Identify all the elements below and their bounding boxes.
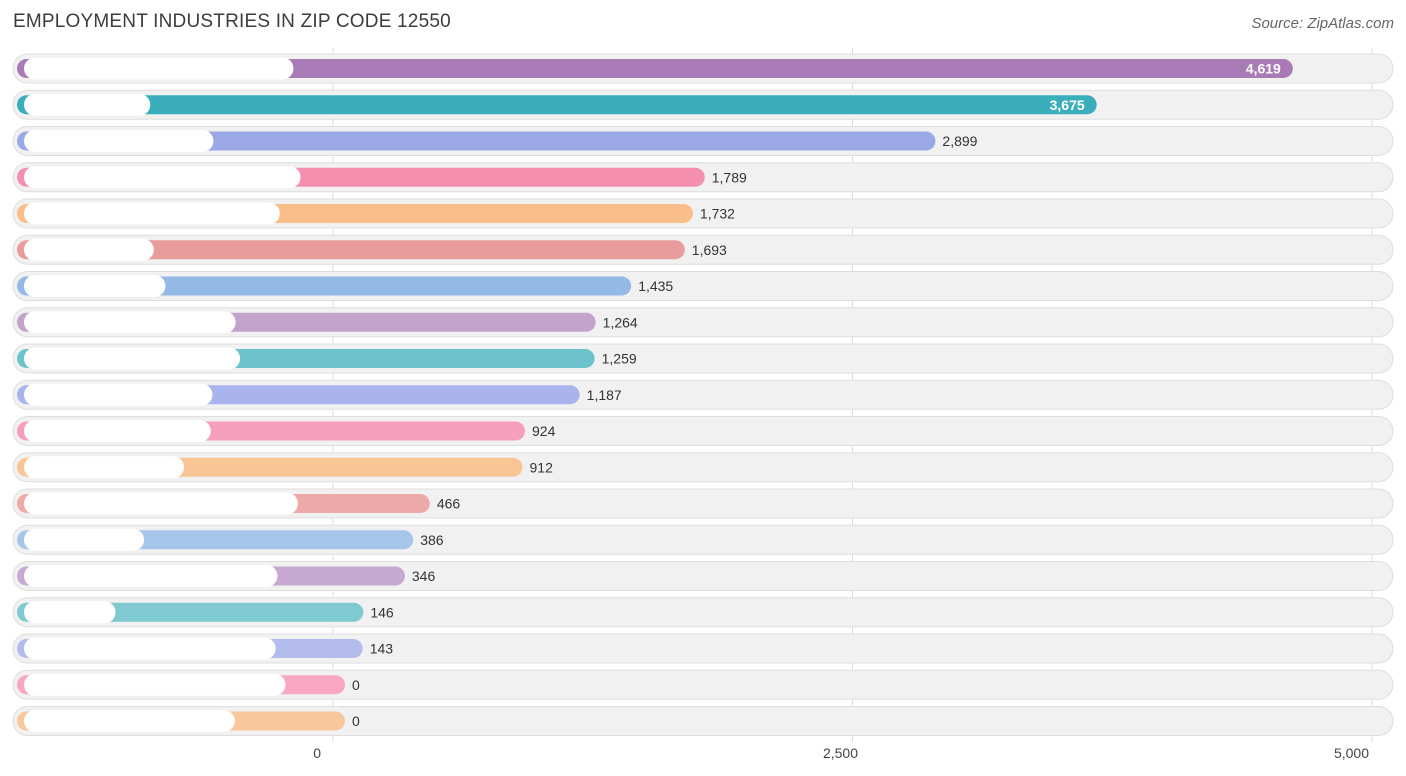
bar-row: Mining, Quarrying, & Extraction0 (12, 669, 1394, 700)
bar-track (12, 669, 1394, 700)
value-label: 912 (530, 459, 554, 475)
bar-row: Enterprise Management0 (12, 706, 1394, 736)
value-label: 466 (437, 496, 461, 512)
category-label-pill (24, 456, 185, 479)
category-label-pill (24, 275, 166, 297)
value-label: 1,435 (638, 278, 673, 294)
category-label-pill (24, 130, 214, 152)
bar-row: Transportation & Warehousing1,732 (12, 198, 1394, 229)
bar (17, 240, 685, 260)
x-axis: 0 2,500 5,000 (313, 745, 1369, 761)
category-label-pill (24, 166, 301, 189)
bar (17, 59, 1293, 78)
bar-row: Educational Services2,899 (12, 126, 1394, 156)
value-label: 924 (532, 423, 556, 439)
value-label: 0 (352, 713, 360, 729)
bar (17, 131, 936, 151)
value-label: 3,675 (1050, 97, 1085, 113)
category-label-pill (24, 528, 145, 551)
x-tick-label: 2,500 (823, 745, 858, 761)
bar-row: Agriculture, Fishing & Hunting143 (12, 633, 1394, 664)
bar-row: Health Care & Social Assistance4,619 (12, 53, 1394, 84)
value-label: 0 (352, 677, 360, 693)
category-label-pill (24, 93, 151, 116)
bar-row: Retail Trade3,675 (12, 89, 1394, 120)
x-tick-label: 5,000 (1334, 745, 1369, 761)
bar-row: Arts, Entertainment & Recreation466 (12, 488, 1394, 519)
bar (17, 276, 632, 296)
value-label: 1,187 (587, 387, 622, 403)
value-label: 386 (420, 532, 444, 548)
category-label-pill (24, 238, 154, 261)
category-label-pill (24, 492, 298, 515)
bar-row: Finance & Insurance924 (12, 416, 1394, 446)
value-label: 143 (370, 641, 394, 657)
category-label-pill (24, 673, 286, 696)
category-label-pill (24, 347, 241, 370)
chart-title: EMPLOYMENT INDUSTRIES IN ZIP CODE 12550 (13, 11, 451, 32)
bar-row: Wholesale Trade912 (12, 452, 1394, 483)
bar-row: Accommodation & Food Services1,789 (12, 162, 1394, 193)
value-label: 4,619 (1246, 61, 1281, 77)
bar-row: Real Estate, Rental & Leasing346 (12, 561, 1394, 591)
bar-row: Administrative & Support1,259 (12, 343, 1394, 374)
bars-layer: Health Care & Social Assistance4,619 Reta… (12, 53, 1394, 736)
value-label: 1,264 (603, 314, 638, 330)
category-label-pill (24, 637, 276, 660)
category-label-pill (24, 420, 211, 442)
value-label: 1,259 (602, 351, 637, 367)
x-tick-label: 0 (313, 745, 321, 761)
category-label-pill (24, 601, 116, 624)
value-label: 1,732 (700, 206, 735, 222)
category-label-pill (24, 57, 294, 80)
value-label: 1,693 (692, 242, 727, 258)
category-label-pill (24, 311, 236, 334)
value-label: 146 (370, 604, 394, 620)
category-label-pill (24, 565, 278, 587)
bar-row: Construction1,693 (12, 234, 1394, 265)
bar-row: Information386 (12, 524, 1394, 555)
value-label: 346 (412, 568, 436, 584)
category-label-pill (24, 202, 280, 225)
bar-track (12, 706, 1394, 736)
category-label-pill (24, 710, 235, 732)
bar (17, 95, 1097, 115)
bar-row: Utilities146 (12, 597, 1394, 628)
source-note: Source: ZipAtlas.com (1251, 15, 1394, 32)
value-label: 1,789 (712, 169, 747, 185)
bar-row: Professional & Scientific1,264 (12, 307, 1394, 338)
bar-row: Public Administration1,187 (12, 379, 1394, 410)
value-label: 2,899 (942, 133, 977, 149)
category-label-pill (24, 383, 213, 406)
bar-row: Manufacturing1,435 (12, 271, 1394, 301)
